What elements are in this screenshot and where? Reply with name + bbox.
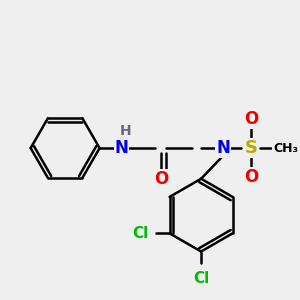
Text: Cl: Cl <box>193 271 209 286</box>
Text: S: S <box>244 139 257 157</box>
Text: O: O <box>244 168 258 186</box>
Text: O: O <box>244 110 258 128</box>
Text: N: N <box>216 139 230 157</box>
Text: Cl: Cl <box>132 226 148 241</box>
Text: O: O <box>154 170 168 188</box>
Text: CH₃: CH₃ <box>273 142 298 154</box>
Text: H: H <box>120 124 131 138</box>
Text: N: N <box>115 139 129 157</box>
